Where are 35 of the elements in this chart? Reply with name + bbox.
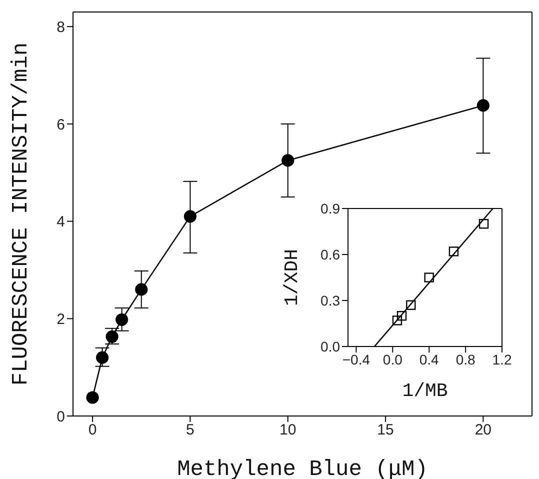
x-tick-label: 0.4	[419, 351, 440, 368]
x-tick-label: 10	[280, 422, 296, 439]
x-axis-title: 1/MB	[402, 380, 448, 402]
x-tick-label: 1.2	[492, 351, 512, 368]
y-axis-title: FLUORESCENCE INTENSITY/min	[8, 42, 34, 386]
point	[406, 300, 416, 310]
x-tick-label: 0.0	[382, 351, 403, 368]
point	[392, 316, 402, 326]
x-tick-label: 20	[474, 422, 492, 439]
y-tick-label: 0.0	[320, 338, 340, 354]
x-tick-label: 5	[186, 422, 194, 439]
point	[476, 99, 490, 112]
y-tick-label: 0.9	[320, 200, 340, 216]
point	[282, 154, 294, 167]
point	[396, 310, 407, 321]
x-tick-label: 0.8	[456, 351, 476, 368]
y-tick-label: 0.3	[320, 292, 340, 308]
point	[184, 210, 196, 223]
y-tick-label: 8	[56, 18, 65, 36]
y-tick-label: 6	[56, 116, 65, 134]
y-axis-title: 1/XDH	[281, 248, 303, 306]
y-tick-label: 2	[56, 310, 65, 328]
point	[424, 272, 434, 282]
point	[448, 246, 459, 256]
y-tick-label: 4	[56, 214, 65, 231]
point	[478, 218, 489, 229]
x-tick-label: 0	[88, 422, 97, 439]
x-tick-label: −0.4	[342, 351, 370, 368]
y-tick-label: 0	[56, 408, 65, 426]
point	[96, 351, 109, 364]
x-tick-label: 15	[377, 422, 394, 439]
y-tick-label: 0.6	[320, 246, 340, 262]
point	[86, 391, 99, 404]
point	[135, 283, 148, 296]
point	[116, 313, 128, 326]
